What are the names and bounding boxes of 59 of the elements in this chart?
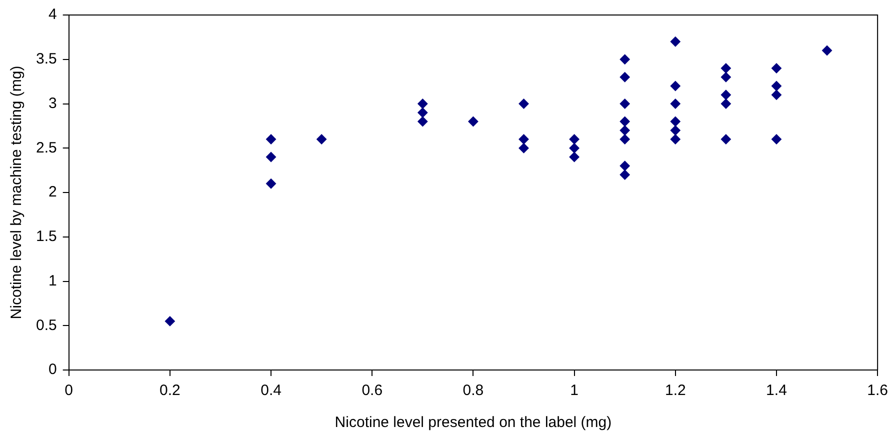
point [569, 134, 580, 144]
x-tick-label: 0.6 [362, 382, 383, 400]
point [620, 125, 630, 136]
point [620, 98, 630, 109]
point [670, 81, 680, 91]
point [771, 134, 782, 144]
x-tick-label: 1.4 [766, 382, 787, 400]
x-tick-label: 0.2 [160, 382, 180, 400]
point [670, 98, 680, 109]
point [620, 160, 630, 171]
point [771, 90, 782, 100]
y-tick-label: 1.5 [36, 228, 57, 246]
point [720, 134, 731, 144]
y-tick-label: 2.5 [36, 139, 57, 156]
point [518, 143, 529, 154]
point [620, 116, 630, 126]
point [720, 63, 731, 74]
point [569, 143, 580, 154]
point [670, 125, 680, 136]
point [266, 152, 276, 162]
y-tick-label: 1 [48, 272, 57, 290]
point [266, 178, 276, 189]
point [418, 108, 428, 118]
point [771, 63, 782, 74]
y-tick-label: 2 [48, 184, 57, 201]
y-tick-label: 0.5 [36, 316, 57, 334]
x-tick-label: 0 [64, 382, 74, 400]
y-tick-label: 0 [48, 361, 57, 378]
point [164, 316, 175, 326]
point [670, 36, 680, 47]
x-axis-title: Nicotine level presented on the label (mg) [334, 414, 612, 432]
point [266, 134, 276, 144]
point [569, 152, 580, 162]
point [418, 98, 428, 109]
y-tick-label: 3.5 [36, 50, 57, 68]
point [720, 98, 731, 109]
point [670, 116, 680, 126]
point [620, 170, 630, 180]
point [720, 72, 731, 82]
x-tick-label: 1.2 [664, 382, 686, 400]
x-tick-label: 0.8 [462, 382, 484, 400]
point [771, 81, 782, 91]
point [468, 116, 478, 126]
point [418, 116, 428, 126]
point [316, 134, 327, 144]
y-tick-label: 4 [48, 6, 57, 24]
y-tick-label: 3 [48, 94, 57, 112]
x-tick-label: 0.4 [260, 382, 282, 400]
point [670, 134, 680, 144]
point [720, 90, 731, 100]
x-tick-label: 1 [570, 382, 578, 400]
point [518, 134, 529, 144]
y-axis-title: Nicotine level by machine testing (mg) [8, 66, 26, 320]
point [620, 72, 630, 82]
point [620, 54, 630, 64]
point [518, 98, 529, 109]
point [620, 134, 630, 144]
point [822, 46, 832, 56]
x-tick-label: 1.6 [867, 382, 888, 400]
